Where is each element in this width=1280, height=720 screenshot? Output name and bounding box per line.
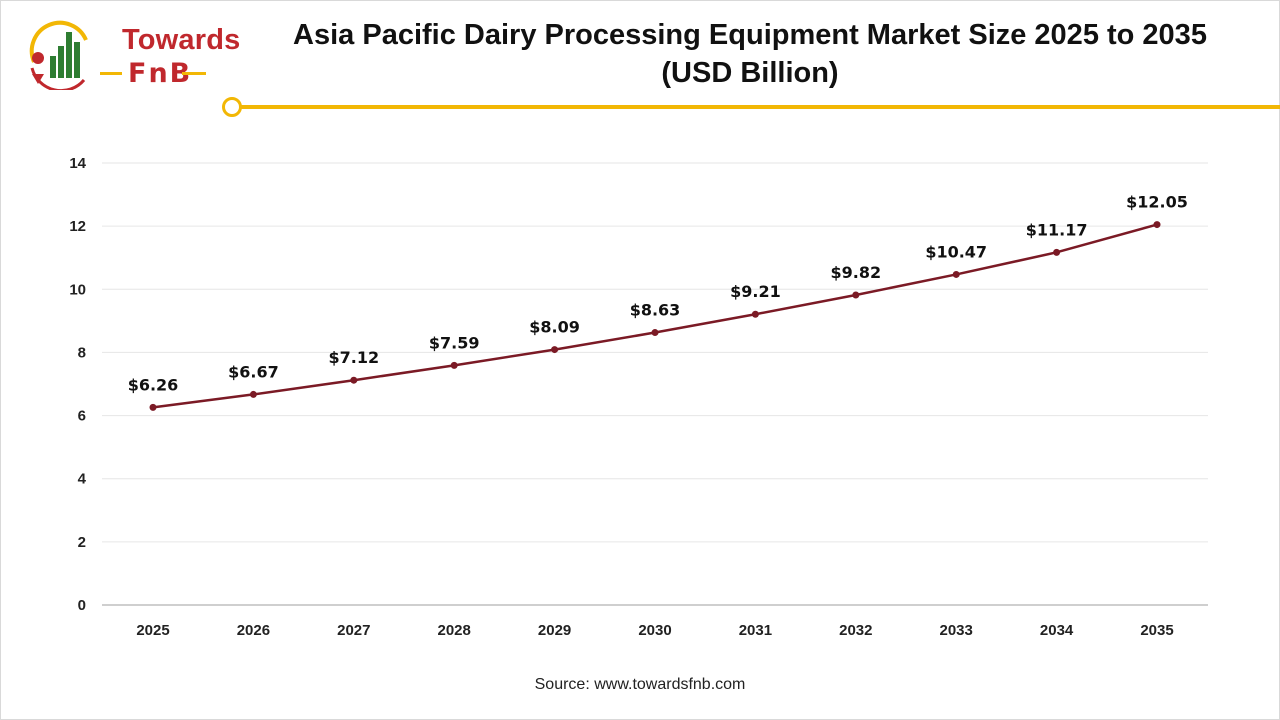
- y-tick-label: 2: [78, 534, 86, 551]
- y-tick-label: 8: [78, 344, 86, 361]
- x-tick-label: 2031: [739, 622, 772, 639]
- x-tick-label: 2028: [438, 622, 471, 639]
- x-tick-label: 2029: [538, 622, 571, 639]
- data-point: [249, 390, 257, 398]
- logo-text-fnb: FnB: [128, 58, 193, 89]
- data-point: [751, 310, 759, 318]
- x-axis-ticks: 2025 2026 2027 2028 2029 2030 2031 2032 2033 2034…: [136, 622, 1173, 639]
- data-points: [149, 221, 1161, 411]
- y-tick-label: 0: [78, 597, 86, 614]
- data-label: $12.05: [1126, 193, 1188, 212]
- data-labels: $6.26 $6.67 $7.12 $7.59 $8.09 $8.63 $9.21 $9.82…: [128, 193, 1188, 395]
- y-tick-label: 14: [69, 155, 86, 172]
- data-label: $8.09: [529, 318, 580, 337]
- towards-fnb-logo: Towards FnB: [24, 18, 240, 93]
- data-point: [651, 329, 659, 337]
- x-tick-label: 2027: [337, 622, 370, 639]
- data-label: $11.17: [1026, 220, 1088, 239]
- data-label: $9.21: [730, 282, 781, 301]
- x-tick-label: 2026: [237, 622, 270, 639]
- data-point: [350, 376, 358, 384]
- chart-title-line-2: (USD Billion): [661, 57, 839, 89]
- data-label: $7.12: [328, 348, 379, 367]
- data-point: [1153, 221, 1161, 229]
- gridlines: [102, 162, 1208, 543]
- x-tick-label: 2030: [638, 622, 671, 639]
- x-tick-label: 2034: [1040, 622, 1074, 639]
- data-label: $7.59: [429, 333, 480, 352]
- data-point: [149, 403, 157, 411]
- y-tick-label: 6: [78, 408, 86, 425]
- data-label: $10.47: [925, 242, 987, 261]
- y-axis-ticks: 0 2 4 6 8 10 12 14: [69, 155, 86, 614]
- x-tick-label: 2033: [940, 622, 973, 639]
- x-tick-label: 2035: [1140, 622, 1173, 639]
- data-label: $6.26: [128, 375, 179, 394]
- data-label: $9.82: [830, 263, 881, 282]
- data-label: $8.63: [630, 301, 681, 320]
- x-tick-label: 2025: [136, 622, 169, 639]
- logo-emblem-icon: [29, 20, 88, 93]
- data-point: [852, 291, 860, 299]
- chart-title-line-1: Asia Pacific Dairy Processing Equipment …: [293, 19, 1207, 51]
- y-tick-label: 12: [69, 218, 86, 235]
- logo-divider-left: [100, 72, 122, 75]
- title-accent-line: [240, 105, 1280, 109]
- data-point: [450, 361, 458, 369]
- data-point: [952, 270, 960, 278]
- x-tick-label: 2032: [839, 622, 872, 639]
- logo-text-towards: Towards: [122, 24, 241, 56]
- data-point: [1053, 248, 1061, 256]
- title-accent-dot: [222, 97, 242, 117]
- logo-divider-right: [182, 72, 206, 75]
- y-tick-label: 10: [69, 281, 86, 298]
- data-point: [551, 346, 559, 354]
- chart-title: Asia Pacific Dairy Processing Equipment …: [250, 16, 1250, 92]
- y-tick-label: 4: [78, 471, 87, 488]
- source-note: Source: www.towardsfnb.com: [534, 676, 746, 693]
- data-label: $6.67: [228, 362, 279, 381]
